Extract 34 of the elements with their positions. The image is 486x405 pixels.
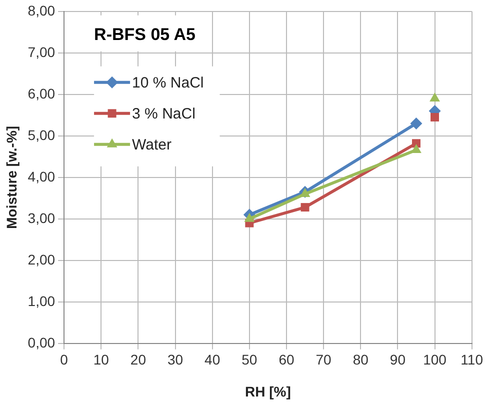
x-tick-label: 0	[60, 352, 68, 368]
x-tick-label: 80	[352, 352, 369, 368]
x-tick-label: 10	[93, 352, 110, 368]
x-tick-label: 100	[423, 352, 447, 368]
y-axis-title: Moisture [w.-%]	[3, 126, 20, 229]
y-tick-label: 2,00	[28, 251, 56, 268]
y-tick-label: 0,00	[28, 334, 56, 350]
x-axis-title: RH [%]	[245, 383, 291, 400]
x-tick-label: 90	[390, 352, 406, 368]
x-tick-label: 40	[204, 352, 220, 368]
y-tick-label: 1,00	[28, 292, 56, 309]
x-tick-label: 30	[167, 352, 184, 368]
legend-label: Water	[132, 136, 172, 154]
y-tick-label: 5,00	[28, 126, 56, 143]
text: R-BFS 05 A5	[94, 25, 196, 44]
y-tick-label: 7,00	[28, 44, 56, 60]
point	[430, 92, 440, 102]
x-tick-label: 20	[130, 352, 146, 368]
point	[300, 203, 310, 212]
x-tick-label: 110	[460, 352, 484, 368]
x-tick-label: 60	[278, 352, 294, 368]
y-tick-label: 3,00	[28, 210, 56, 226]
y-tick-label: 4,00	[28, 168, 56, 184]
point	[411, 144, 422, 154]
y-tick-label: 6,00	[28, 85, 56, 102]
point	[410, 117, 422, 130]
legend-label: 10 % NaCl	[132, 74, 204, 92]
point	[412, 139, 420, 148]
point	[244, 212, 255, 222]
point	[430, 112, 440, 122]
x-tick-label: 70	[316, 352, 332, 368]
x-tick-label: 50	[242, 352, 258, 368]
y-tick-label: 8,00	[28, 2, 56, 18]
legend-label: 3 % NaCl	[132, 106, 196, 123]
